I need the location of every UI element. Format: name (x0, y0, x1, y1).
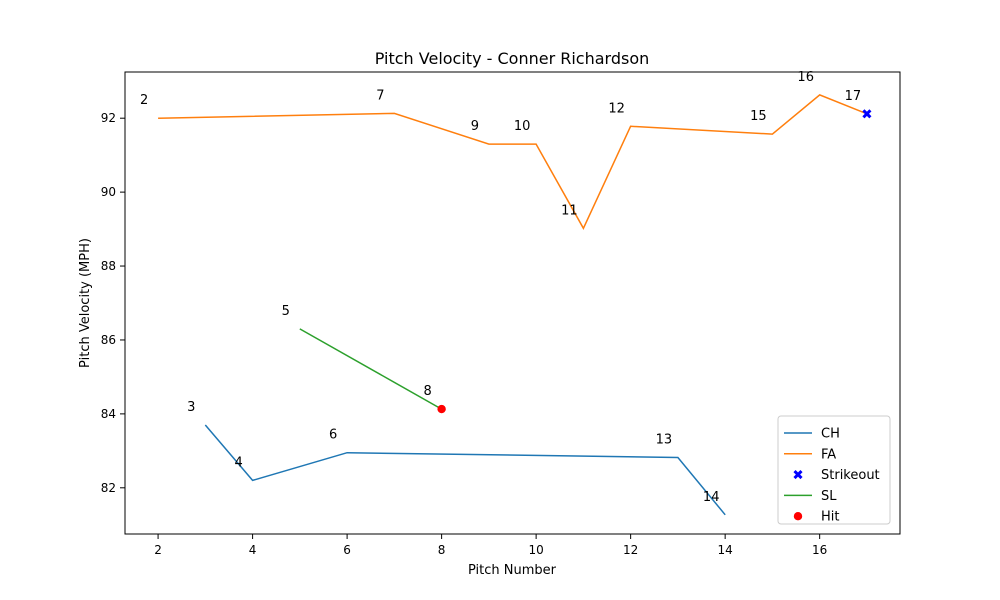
plot-frame (124, 71, 901, 535)
y-tick-label: 90 (101, 185, 116, 199)
x-tick-label: 16 (812, 543, 827, 557)
x-tick-label: 14 (718, 543, 733, 557)
x-axis-label: Pitch Number (468, 563, 557, 578)
pitch-number-label: 3 (187, 400, 195, 415)
chart-title: Pitch Velocity - Conner Richardson (375, 49, 650, 68)
pitch-number-label: 17 (845, 89, 862, 104)
strikeout-marker (862, 109, 872, 119)
plot-area: 2 3 4 5 6 7 8 9 10 11 12 13 14 15 16 17 (140, 70, 872, 516)
x-tick-label: 12 (623, 543, 638, 557)
pitch-number-label: 10 (514, 119, 531, 134)
x-tick-label: 4 (249, 543, 257, 557)
pitch-number-label: 8 (423, 384, 431, 399)
pitch-number-label: 12 (608, 101, 625, 116)
pitch-number-label: 14 (703, 490, 720, 505)
pitch-number-label: 6 (329, 428, 337, 443)
series-line-fa (158, 94, 868, 230)
x-axis: 2 4 6 8 10 12 14 16 (154, 534, 827, 557)
y-axis: 82 84 86 88 90 92 (101, 111, 125, 495)
legend-label-hit: Hit (821, 510, 839, 525)
legend-label-ch: CH (821, 427, 840, 442)
pitch-number-label: 15 (750, 109, 767, 124)
pitch-number-label: 11 (561, 203, 578, 218)
legend-label-fa: FA (821, 447, 836, 462)
y-tick-label: 88 (101, 259, 116, 273)
legend-swatch-hit (793, 512, 803, 521)
pitch-number-label: 7 (376, 88, 384, 103)
y-axis-label: Pitch Velocity (MPH) (78, 238, 93, 368)
y-tick-label: 84 (101, 407, 116, 421)
x-tick-label: 6 (343, 543, 351, 557)
legend: CH FA Strikeout SL Hit (777, 415, 891, 525)
pitch-number-label: 16 (797, 70, 814, 85)
x-tick-label: 8 (438, 543, 446, 557)
hit-marker (437, 404, 446, 414)
legend-label-sl: SL (821, 489, 837, 504)
y-tick-label: 92 (101, 111, 116, 125)
legend-label-strikeout: Strikeout (821, 468, 880, 483)
y-tick-label: 82 (101, 481, 116, 495)
y-tick-label: 86 (101, 333, 116, 347)
pitch-number-label: 13 (656, 433, 673, 448)
pitch-number-label: 9 (471, 119, 479, 134)
pitch-number-label: 5 (282, 304, 290, 319)
pitch-number-label: 4 (234, 455, 242, 470)
x-tick-label: 2 (154, 543, 162, 557)
series-line-sl (299, 328, 442, 410)
pitch-number-label: 2 (140, 93, 148, 108)
series-line-ch (204, 424, 726, 516)
legend-box (777, 415, 891, 525)
legend-swatch-strikeout (793, 470, 803, 480)
x-tick-label: 10 (528, 543, 543, 557)
